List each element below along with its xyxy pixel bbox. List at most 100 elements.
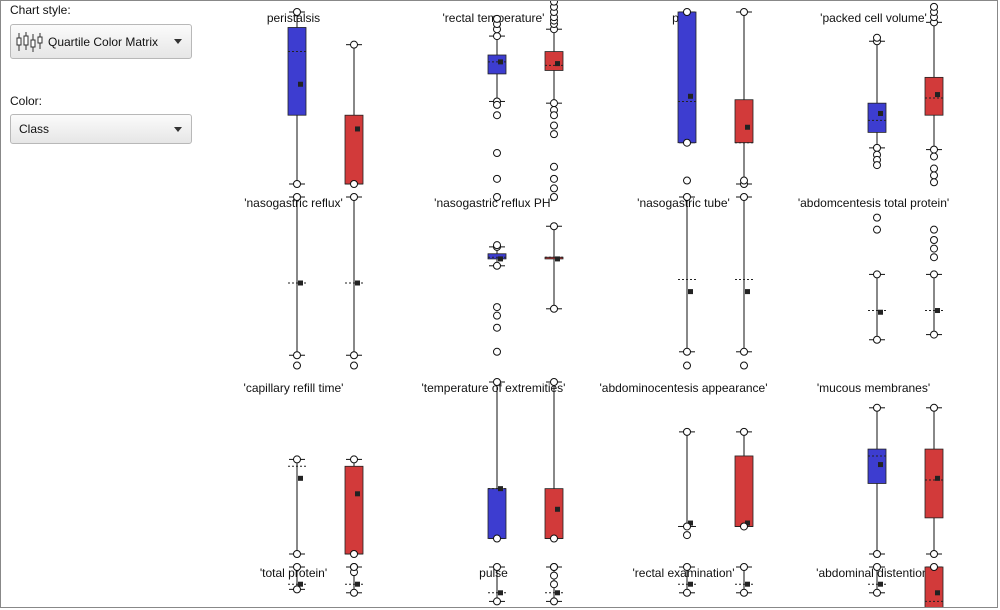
boxplot-panel: pulse (479, 563, 563, 606)
mean-marker (498, 590, 503, 596)
panel-title: 'nasogastric reflux' (244, 196, 343, 210)
outlier-point (683, 176, 691, 185)
whisker-end-point (493, 261, 501, 270)
quartile-box (924, 448, 944, 519)
whisker-end-point (350, 193, 358, 201)
outlier-point (550, 174, 558, 183)
mean-marker (688, 93, 693, 99)
quartile-box (344, 465, 364, 555)
outlier-point (493, 174, 501, 183)
outlier-point (493, 100, 501, 109)
panel-title: peristalsis (267, 11, 320, 25)
mean-marker (745, 289, 750, 295)
boxplot-panel: 'nasogastric tube' (637, 193, 753, 370)
mean-marker (355, 491, 360, 497)
outlier-point (930, 225, 938, 234)
boxplot-panel: 'capillary refill time' (244, 381, 364, 558)
whisker-end-point (683, 588, 691, 597)
panel-title: 'temperature of extremities' (422, 381, 566, 395)
whisker-end-point (350, 180, 358, 188)
outlier-point (550, 580, 558, 589)
quartile-box (487, 54, 507, 75)
whisker-end-point (930, 403, 938, 412)
whisker-end-point (550, 222, 558, 231)
quartile-box (487, 253, 507, 260)
boxplot-panel: 'abdominal distention' (816, 563, 944, 608)
mean-marker (555, 61, 560, 67)
quartile-box (287, 27, 307, 116)
boxplot-icon (16, 31, 43, 52)
panel-title: 'abdomcentesis total protein' (798, 196, 949, 210)
whisker-end-point (740, 347, 748, 356)
whisker-end-point (550, 304, 558, 313)
panel-title: 'abdominocentesis appearance' (599, 381, 767, 395)
quartile-box (924, 76, 944, 116)
outlier-point (930, 152, 938, 161)
whisker-end-point (740, 522, 748, 531)
outlier-point (930, 244, 938, 253)
quartile-box (867, 102, 887, 133)
whisker-end-point (873, 403, 881, 412)
mean-marker (688, 520, 693, 526)
mean-marker (498, 256, 503, 262)
mean-marker (935, 92, 940, 98)
whisker-end-point (350, 40, 358, 49)
quartile-box (487, 488, 507, 539)
boxplot-panel: 'nasogastric reflux PH' (434, 184, 564, 356)
outlier-point (740, 361, 748, 370)
whisker-end-point (293, 351, 301, 360)
whisker-end-point (873, 270, 881, 279)
outlier-point (293, 361, 301, 370)
whisker-end-point (493, 32, 501, 41)
outlier-point (873, 213, 881, 222)
outlier-point (493, 347, 501, 356)
outlier-point (930, 2, 938, 11)
chart-style-value: Quartile Color Matrix (48, 34, 159, 49)
whisker-end-point (873, 143, 881, 152)
whisker-end-point (550, 597, 558, 606)
whisker-end-point (350, 351, 358, 360)
quartile-matrix-chart: peristalsis 'rectal temperature' pain 'pack… (244, 0, 949, 608)
whisker-end-point (683, 347, 691, 356)
outlier-point (930, 236, 938, 244)
panel-title: 'mucous membranes' (817, 381, 930, 395)
outlier-point (493, 111, 501, 120)
boxplot-panel: 'mucous membranes' (817, 381, 944, 558)
mean-marker (555, 590, 560, 596)
whisker-end-point (930, 270, 938, 279)
mean-marker (298, 475, 303, 481)
whisker-end-point (930, 550, 938, 558)
mean-marker (298, 280, 303, 286)
color-label: Color: (10, 94, 43, 108)
color-value: Class (19, 122, 50, 136)
whisker-end-point (350, 588, 358, 597)
mean-marker (878, 309, 883, 315)
outlier-point (550, 563, 558, 571)
whisker-end-point (740, 427, 748, 436)
outlier-point (873, 33, 881, 42)
whisker-end-point (293, 585, 301, 594)
chart-style-dropdown[interactable]: Quartile Color Matrix (10, 24, 192, 59)
mean-marker (688, 581, 693, 587)
whisker-end-point (493, 378, 501, 386)
whisker-end-point (293, 550, 301, 558)
color-dropdown[interactable]: Class (10, 114, 192, 144)
outlier-point (930, 171, 938, 180)
quartile-box (544, 51, 564, 71)
quartile-box (677, 11, 697, 144)
whisker-end-point (683, 563, 691, 571)
chevron-down-icon (174, 126, 182, 132)
panel-title: 'total protein' (260, 566, 327, 580)
whisker-end-point (293, 563, 301, 571)
whisker-end-point (493, 597, 501, 606)
outlier-point (493, 323, 501, 332)
panel-title: 'capillary refill time' (244, 381, 344, 395)
outlier-point (493, 193, 501, 201)
whisker-end-point (930, 563, 938, 571)
mean-marker (498, 59, 503, 65)
whisker-end-point (683, 522, 691, 531)
outlier-point (550, 184, 558, 193)
whisker-end-point (293, 8, 301, 16)
outlier-point (550, 0, 558, 6)
mean-marker (355, 126, 360, 132)
